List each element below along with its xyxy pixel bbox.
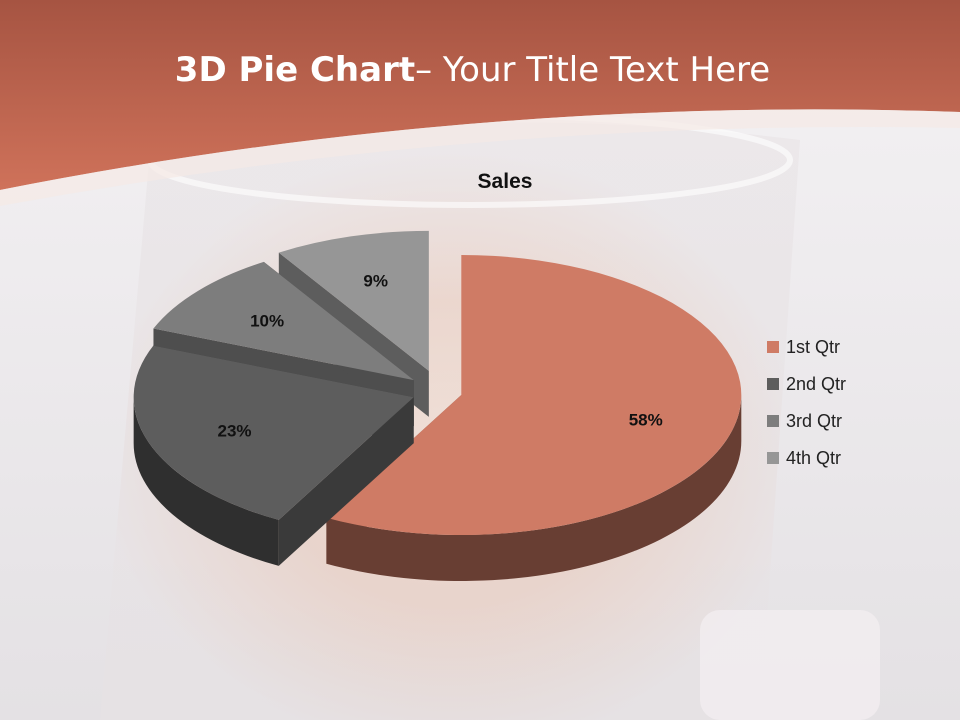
chart-title: Sales [478,170,533,193]
legend-label-3: 3rd Qtr [786,411,842,431]
slide-title: 3D Pie Chart– Your Title Text Here [0,48,945,92]
data-label-1: 58% [629,411,663,430]
pie-slices [133,230,742,582]
pie-slice-2-top [133,345,414,520]
data-label-2: 23% [217,421,251,440]
chart-legend: 1st Qtr 2nd Qtr 3rd Qtr 4th Qtr [767,337,846,468]
legend-swatch-2 [767,378,779,390]
pie-slice-2 [133,345,414,566]
pie-slice-1 [326,255,742,582]
pie-slice-1-rim [326,395,742,582]
pie-slice-1-top [326,255,742,536]
legend-swatch-4 [767,452,779,464]
legend-label-2: 2nd Qtr [786,374,846,394]
pie-data-labels: 9% 10% 58% 23% [217,271,662,440]
legend-swatch-1 [767,341,779,353]
pie-slice-2-wall [278,397,414,566]
pie-slice-4-top [278,230,429,371]
legend-label-1: 1st Qtr [786,337,840,357]
data-label-3: 10% [250,311,284,330]
slide-title-bold: 3D Pie Chart [174,50,416,90]
slide-title-rest: – Your Title Text Here [415,50,771,90]
pie-slice-2-rim [133,397,279,566]
data-label-4: 9% [363,271,388,290]
pie-slice-3-top [153,261,414,381]
legend-swatch-3 [767,415,779,427]
legend-label-4: 4th Qtr [786,448,841,468]
